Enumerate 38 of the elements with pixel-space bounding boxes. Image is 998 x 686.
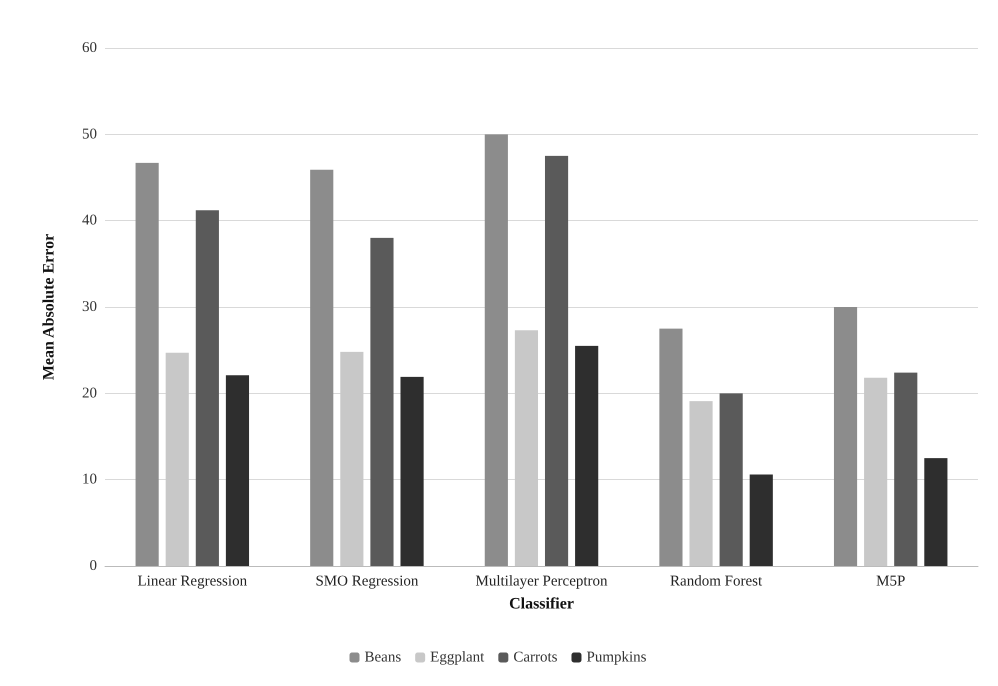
bar [484,134,508,566]
bar [166,352,189,566]
bar [659,328,683,566]
legend-label: Eggplant [430,650,486,666]
bar [750,474,773,566]
bar [834,307,858,566]
bar [370,238,394,566]
y-tick-label: 30 [82,299,97,315]
bar [226,375,250,566]
x-tick-label: Random Forest [670,574,763,590]
legend-label: Pumpkins [586,650,647,666]
x-tick-label: Linear Regression [138,574,248,590]
bar [340,352,364,566]
bar [136,162,159,566]
bar [720,393,743,566]
bar [196,210,219,566]
bar [894,372,918,566]
y-tick-label: 0 [90,558,97,574]
bar [689,401,713,566]
x-tick-label: M5P [876,574,906,590]
y-tick-label: 50 [82,126,97,142]
bar [544,156,568,566]
x-tick-label: SMO Regression [315,574,419,590]
y-tick-label: 10 [82,472,97,488]
bar [924,458,948,566]
bar [400,376,424,566]
y-tick-label: 60 [82,40,97,56]
legend-label: Beans [364,650,402,666]
bar [575,346,598,566]
x-axis-title: Classifier [509,596,574,612]
y-axis-title: Mean Absolute Error [40,234,58,380]
bar [864,378,888,566]
bar [514,330,538,566]
y-tick-label: 40 [82,212,97,229]
legend-label: Carrots [513,650,558,666]
y-tick-label: 20 [82,385,97,402]
x-tick-label: Multilayer Perceptron [475,574,608,590]
bar [310,170,334,566]
